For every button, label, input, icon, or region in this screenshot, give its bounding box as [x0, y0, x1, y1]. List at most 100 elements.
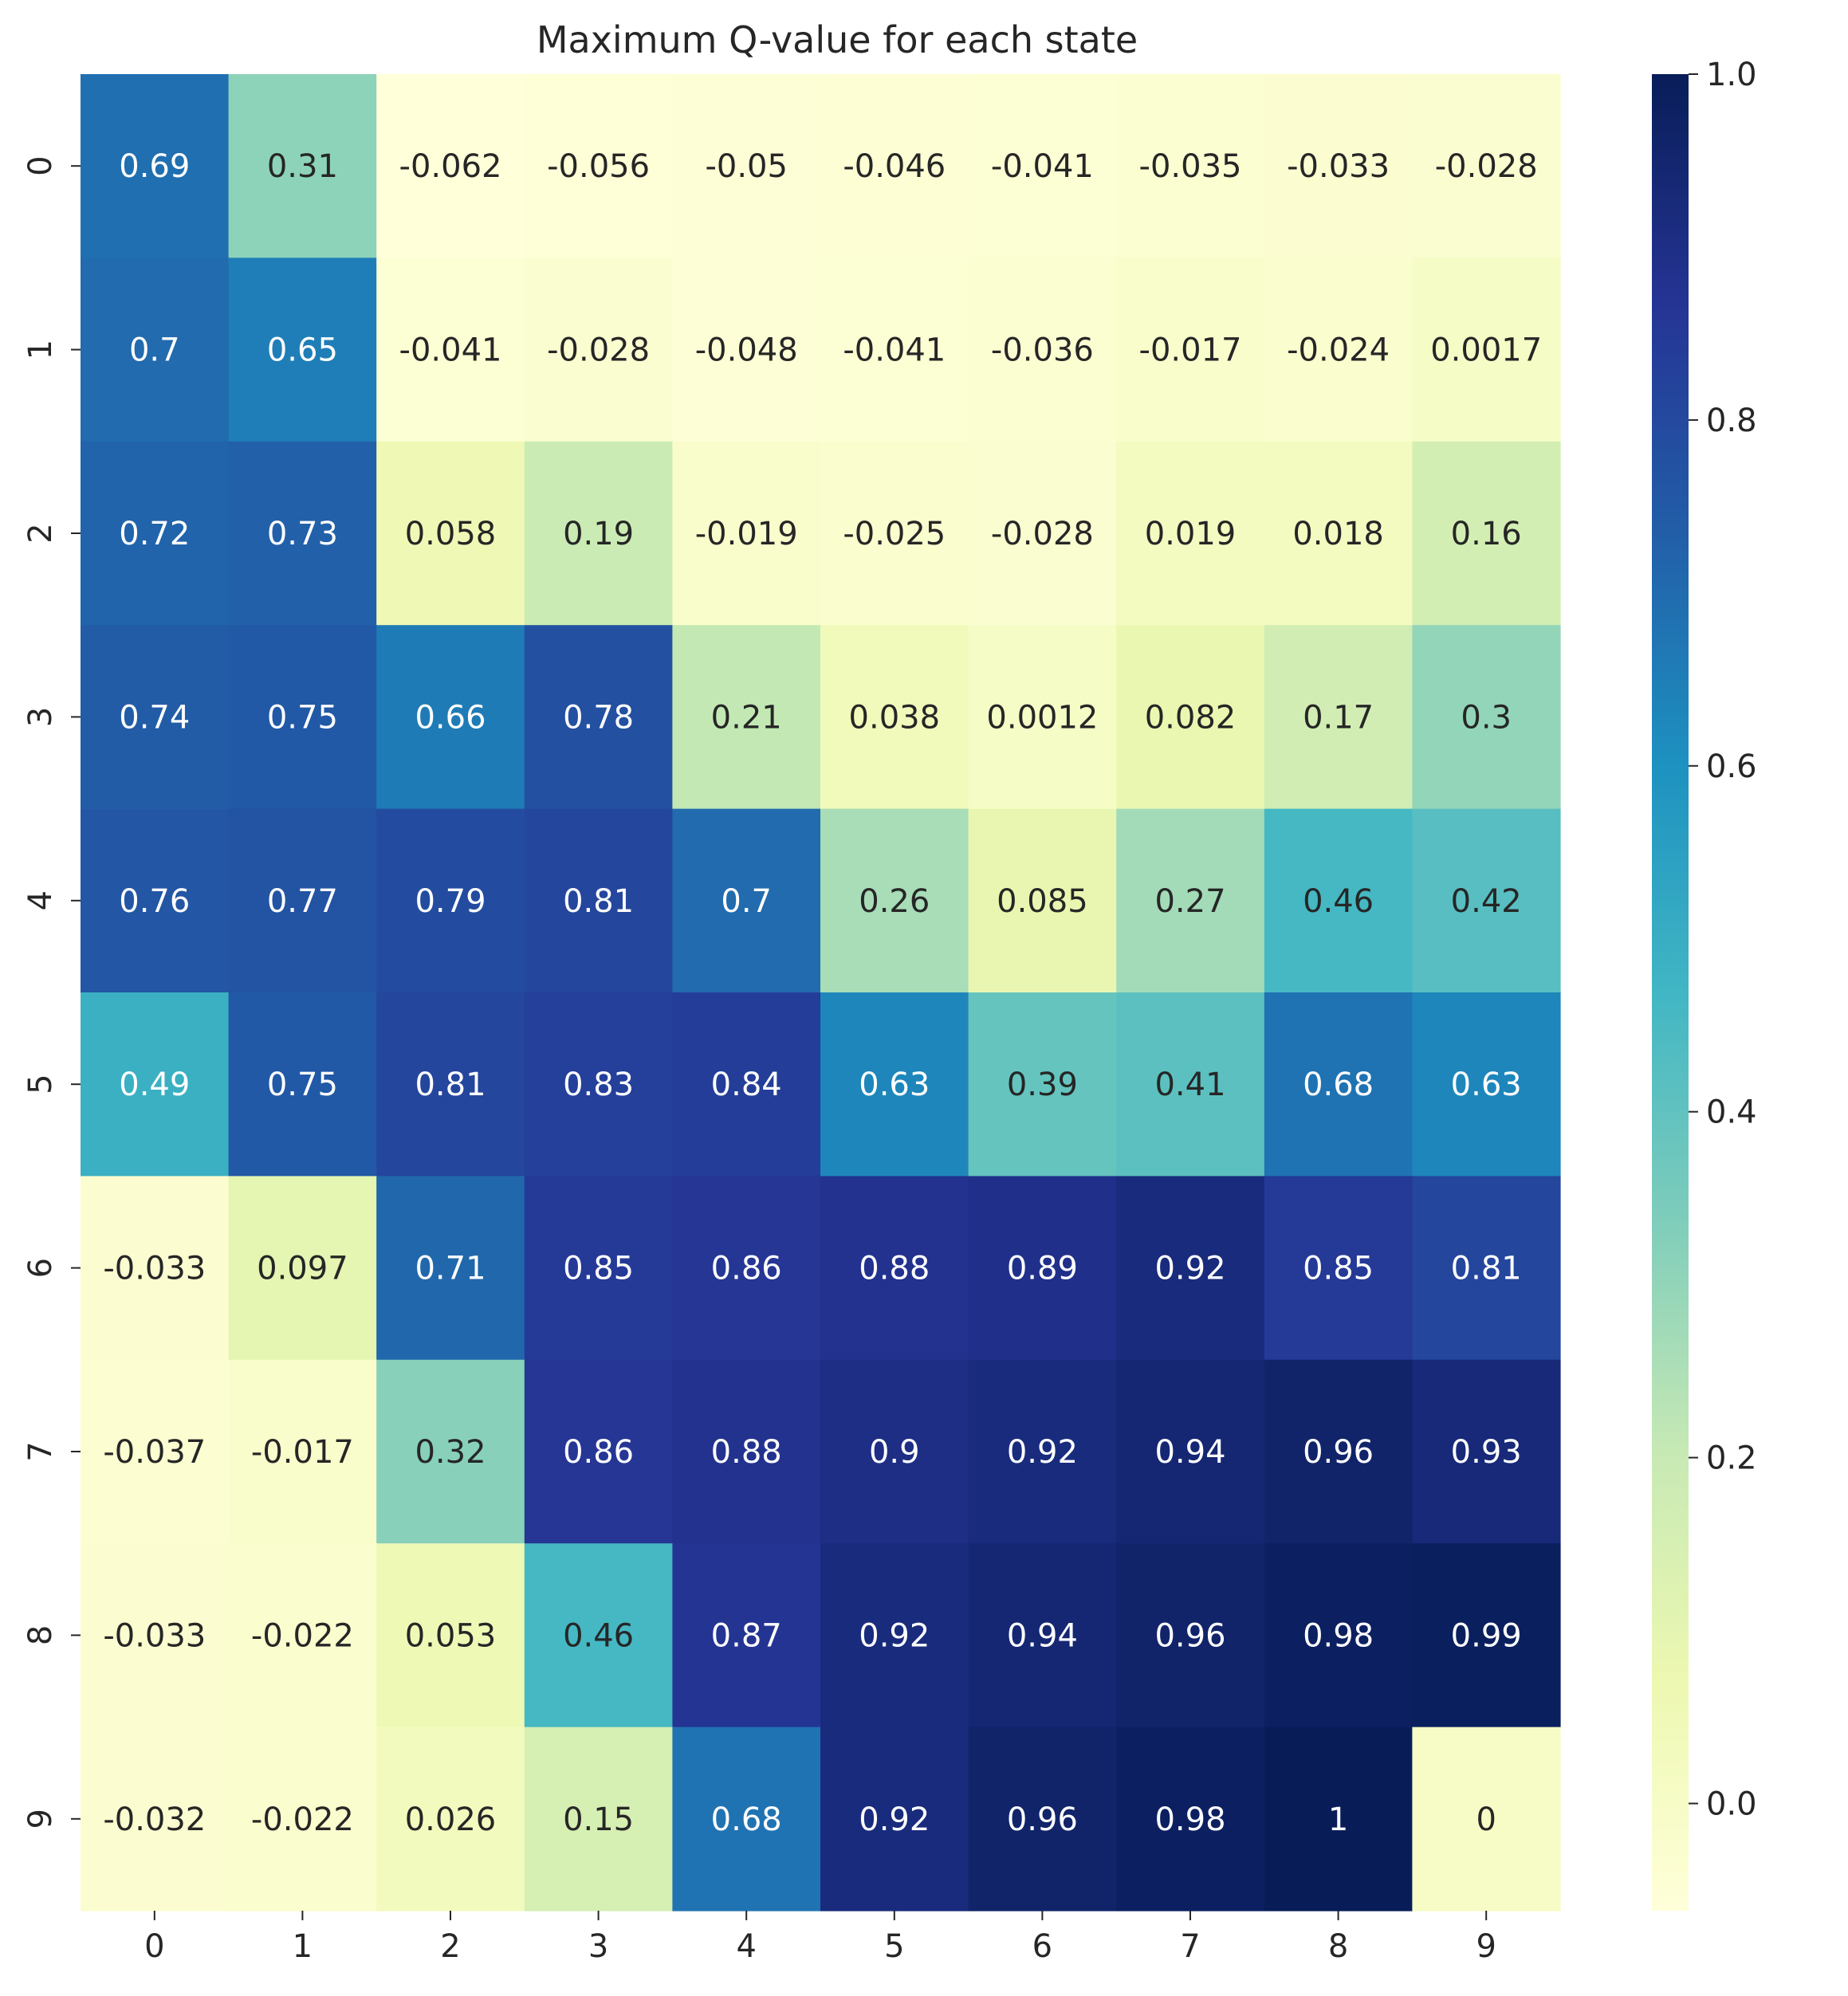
cell-value-label: 0.27 [1154, 883, 1225, 920]
cell-value-label: 0.46 [1303, 883, 1374, 920]
heatmap-cell [228, 992, 377, 1177]
cell-value-label: 0.66 [415, 699, 486, 736]
cell-value-label: 0.88 [859, 1251, 930, 1287]
heatmap-cell [81, 257, 230, 442]
cell-value-label: 0.63 [859, 1067, 930, 1103]
heatmap-cell [820, 257, 969, 442]
x-tick-label: 1 [293, 1928, 313, 1965]
heatmap-cell [672, 808, 821, 993]
cell-value-label: 0.26 [859, 883, 930, 920]
cell-value-label: 0.96 [1154, 1617, 1225, 1654]
cell-value-label: -0.033 [103, 1617, 206, 1654]
heatmap-cell [968, 1727, 1117, 1912]
x-tick-label: 6 [1032, 1928, 1052, 1965]
cell-value-label: 0.94 [1007, 1617, 1078, 1654]
y-tick-label: 3 [22, 707, 59, 727]
cell-value-label: 0.89 [1007, 1251, 1078, 1287]
y-tick-label: 5 [22, 1074, 59, 1094]
cell-value-label: 0.68 [711, 1802, 782, 1838]
heatmap-cell [1264, 441, 1413, 626]
heatmap-cell [1264, 1359, 1413, 1544]
heatmap-cell [1116, 441, 1265, 626]
cell-value-label: -0.062 [399, 148, 502, 185]
cell-value-label: 0.019 [1145, 516, 1237, 552]
heatmap-cells [81, 74, 1561, 1912]
heatmap-cell [1264, 1543, 1413, 1728]
heatmap-cell [524, 992, 673, 1177]
heatmap-cell [376, 808, 525, 993]
heatmap-cell [820, 1359, 969, 1544]
heatmap-cell [81, 1359, 230, 1544]
cell-value-label: 0.76 [119, 883, 190, 920]
x-tick-label: 3 [588, 1928, 608, 1965]
x-tick-label: 8 [1328, 1928, 1348, 1965]
heatmap-cell [524, 1176, 673, 1361]
heatmap-cell [81, 808, 230, 993]
cell-value-label: -0.022 [251, 1617, 354, 1654]
cell-value-label: 0.49 [119, 1067, 190, 1103]
heatmap-cell [376, 1176, 525, 1361]
heatmap-cell [968, 1543, 1117, 1728]
heatmap-cell [1116, 74, 1265, 258]
cell-value-label: 0.68 [1303, 1067, 1374, 1103]
x-tick-label: 7 [1180, 1928, 1200, 1965]
cell-value-label: 0.018 [1292, 516, 1384, 552]
colorbar-gradient [1652, 74, 1689, 1911]
cell-annotations: 0.69 0.31 -0.062 -0.056 -0.05 -0.046 -0.041 -0.… [103, 148, 1542, 1838]
heatmap-cell [968, 625, 1117, 810]
cell-value-label: 0.038 [849, 699, 941, 736]
heatmap-cell [968, 808, 1117, 993]
colorbar-tick-label: 0.4 [1706, 1094, 1757, 1131]
cell-value-label: 0.81 [415, 1067, 486, 1103]
heatmap-cell [228, 1176, 377, 1361]
cell-value-label: 0.88 [711, 1434, 782, 1471]
x-tick-label: 0 [144, 1928, 164, 1965]
heatmap-cell [228, 74, 377, 258]
cell-value-label: 0.3 [1461, 699, 1512, 736]
cell-value-label: 0.84 [711, 1067, 782, 1103]
heatmap-cell [81, 74, 230, 258]
cell-value-label: 0.75 [267, 699, 338, 736]
cell-value-label: 0.81 [1451, 1251, 1522, 1287]
heatmap-cell [1412, 808, 1561, 993]
cell-value-label: -0.05 [705, 148, 788, 185]
heatmap-cell [1264, 992, 1413, 1177]
heatmap-cell [228, 441, 377, 626]
cell-value-label: -0.017 [1139, 332, 1242, 369]
heatmap-cell [376, 625, 525, 810]
y-tick-label: 1 [22, 340, 59, 360]
heatmap-cell [1116, 625, 1265, 810]
cell-value-label: 0.72 [119, 516, 190, 552]
heatmap-cell [81, 1727, 230, 1912]
chart-title: Maximum Q-value for each state [537, 18, 1138, 61]
heatmap-cell [1412, 441, 1561, 626]
cell-value-label: -0.048 [695, 332, 798, 369]
cell-value-label: 0.92 [1007, 1434, 1078, 1471]
cell-value-label: -0.033 [103, 1251, 206, 1287]
heatmap-cell [968, 257, 1117, 442]
cell-value-label: 0.39 [1007, 1067, 1078, 1103]
heatmap-cell [524, 257, 673, 442]
heatmap-cell [376, 992, 525, 1177]
cell-value-label: 0.9 [869, 1434, 920, 1471]
cell-value-label: 0 [1476, 1802, 1496, 1838]
heatmap-cell [672, 992, 821, 1177]
cell-value-label: 0.7 [129, 332, 180, 369]
cell-value-label: 0.15 [563, 1802, 634, 1838]
cell-value-label: 0.0017 [1430, 332, 1542, 369]
colorbar-tick-label: 0.0 [1706, 1786, 1757, 1822]
heatmap-cell [1116, 1176, 1265, 1361]
heatmap-cell [1116, 1359, 1265, 1544]
cell-value-label: -0.046 [843, 148, 946, 185]
heatmap-cell [1116, 808, 1265, 993]
heatmap-cell [376, 1359, 525, 1544]
heatmap-cell [228, 1359, 377, 1544]
cell-value-label: 1 [1328, 1802, 1348, 1838]
heatmap-cell [1116, 257, 1265, 442]
cell-value-label: -0.017 [251, 1434, 354, 1471]
heatmap-cell [968, 441, 1117, 626]
heatmap-cell [672, 1359, 821, 1544]
heatmap-cell [376, 1727, 525, 1912]
cell-value-label: -0.037 [103, 1434, 206, 1471]
